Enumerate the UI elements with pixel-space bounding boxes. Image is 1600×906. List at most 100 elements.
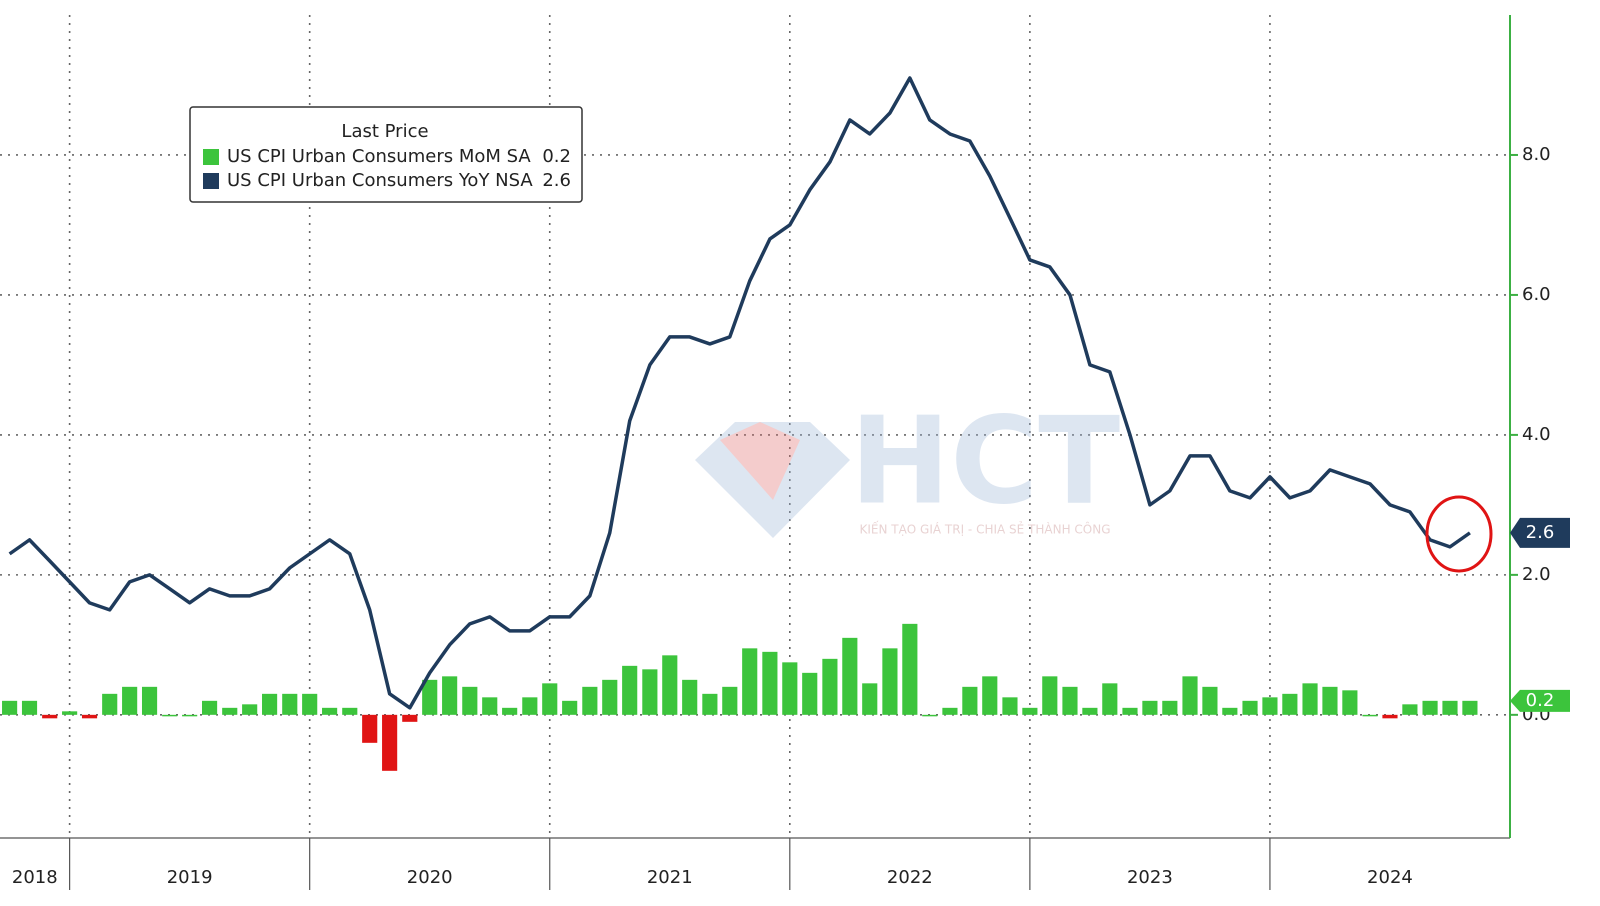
x-tick-label: 2023 [1127, 867, 1173, 888]
bar [1442, 700, 1458, 715]
bar [1142, 700, 1158, 715]
bar [1182, 676, 1198, 715]
bar [342, 707, 358, 715]
bar [702, 693, 718, 715]
bar [1002, 697, 1018, 715]
bar [42, 714, 58, 719]
bar [1362, 714, 1378, 717]
legend-box [189, 106, 583, 203]
y-tick-label: 2.0 [1522, 564, 1551, 585]
legend-value: 0.2 [542, 146, 571, 167]
bar [862, 683, 878, 715]
bar [662, 655, 678, 715]
legend-label: US CPI Urban Consumers MoM SA [227, 146, 531, 167]
bar [1102, 683, 1118, 715]
x-tick-label: 2020 [407, 867, 453, 888]
bar [262, 693, 278, 715]
bar [602, 679, 618, 715]
bar [1402, 704, 1418, 715]
legend-swatch [203, 173, 219, 189]
bar [1062, 686, 1078, 715]
bar [1422, 700, 1438, 715]
legend-value: 2.6 [542, 170, 571, 191]
bar [402, 714, 418, 722]
last-value-label: 2.6 [1526, 522, 1555, 543]
bar [1382, 714, 1398, 719]
watermark-logo [720, 422, 800, 500]
highlight-circle [1425, 495, 1493, 573]
bar [962, 686, 978, 715]
bar [1302, 683, 1318, 715]
bar [942, 707, 958, 715]
bar [1282, 693, 1298, 715]
bar [562, 700, 578, 715]
line [8, 76, 1471, 710]
bar [902, 623, 918, 715]
bar [302, 693, 318, 715]
x-tick-label: 2018 [12, 867, 58, 888]
bar [922, 714, 938, 717]
bar [1342, 690, 1358, 715]
bar [382, 714, 398, 771]
watermark-tagline: KIẾN TẠO GIÁ TRỊ - CHIA SẺ THÀNH CÔNG [859, 521, 1110, 537]
bar [482, 697, 498, 715]
y-tick-label: 8.0 [1522, 144, 1551, 165]
bar [842, 637, 858, 715]
bar [1042, 676, 1058, 715]
bar [122, 686, 138, 715]
bar [81, 714, 98, 719]
x-tick-label: 2022 [887, 867, 933, 888]
bar [1082, 707, 1098, 715]
bar [1462, 700, 1478, 715]
bar [1022, 707, 1038, 715]
bar [882, 648, 898, 715]
bar [322, 707, 338, 715]
last-value-tag [1510, 689, 1570, 712]
bar [522, 697, 538, 715]
bar [141, 686, 158, 715]
bar [442, 676, 458, 715]
bar [1202, 686, 1218, 715]
bar [422, 679, 438, 715]
bar [502, 707, 518, 715]
bar [62, 711, 78, 715]
bar [582, 686, 598, 715]
y-tick-label: 4.0 [1522, 424, 1551, 445]
bar [1262, 697, 1278, 715]
bar [1162, 700, 1178, 715]
watermark: HCT KIẾN TẠO GIÁ TRỊ - CHIA SẺ THÀNH CÔN… [695, 393, 1120, 538]
y-tick-label: 6.0 [1522, 284, 1551, 305]
bar [542, 683, 558, 715]
x-tick-label: 2021 [647, 867, 693, 888]
x-tick-label: 2019 [167, 867, 213, 888]
bar [782, 662, 798, 715]
legend: Last Price US CPI Urban Consumers MoM SA… [189, 106, 583, 203]
x-tick-label: 2024 [1367, 867, 1413, 888]
bar [1322, 686, 1338, 715]
bar [102, 693, 118, 715]
bar [622, 665, 638, 715]
bar [182, 714, 198, 717]
bar [982, 676, 998, 715]
bar [762, 651, 778, 715]
bar [2, 700, 18, 715]
last-value-tag [1510, 517, 1570, 548]
watermark-text: HCT [850, 393, 1120, 532]
bar [802, 672, 818, 715]
bar [642, 669, 658, 715]
bar [242, 704, 258, 715]
legend-title: Last Price [341, 121, 428, 142]
legend-label: US CPI Urban Consumers YoY NSA [227, 170, 533, 191]
bar [222, 707, 238, 715]
bar [1242, 700, 1258, 715]
last-value-label: 0.2 [1526, 690, 1555, 711]
bar [742, 648, 758, 715]
watermark-logo [695, 422, 850, 538]
bar [362, 714, 378, 743]
bar [822, 658, 838, 715]
bar [162, 714, 178, 717]
bar [202, 700, 218, 715]
bar [462, 686, 478, 715]
legend-swatch [203, 149, 219, 165]
